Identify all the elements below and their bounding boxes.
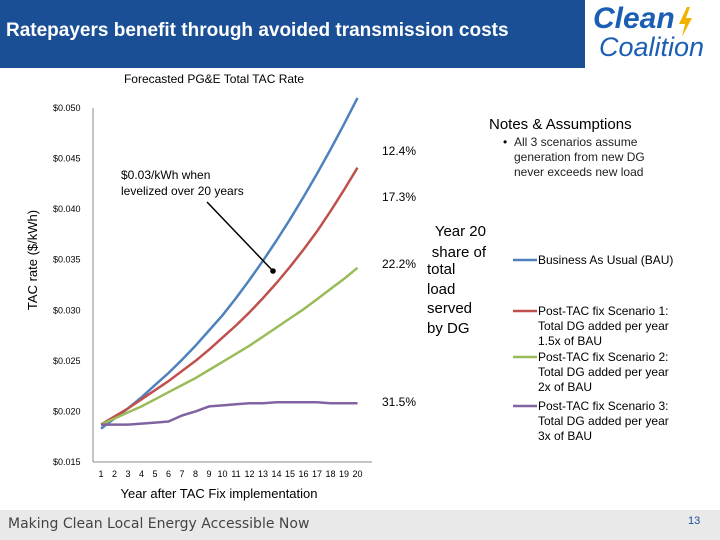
legend-label-s2: 2x of BAU bbox=[538, 380, 592, 394]
note-line: never exceeds new load bbox=[514, 165, 643, 179]
y-tick-labels: $0.050 $0.045 $0.040 $0.035 $0.030 $0.025 $0.0… bbox=[53, 103, 81, 467]
legend-label-s3: 3x of BAU bbox=[538, 429, 592, 443]
x-tick-label: 5 bbox=[152, 469, 157, 479]
footer-tagline: Making Clean Local Energy Accessible Now bbox=[8, 516, 310, 532]
y-tick-label: $0.015 bbox=[53, 457, 81, 467]
y-axis-label: TAC rate ($/kWh) bbox=[25, 210, 40, 310]
x-tick-label: 10 bbox=[217, 469, 227, 479]
x-tick-label: 18 bbox=[325, 469, 335, 479]
share-label-line: Year 20 bbox=[435, 223, 486, 240]
y-tick-label: $0.030 bbox=[53, 305, 81, 315]
share-label-line: served bbox=[427, 300, 472, 317]
logo-text-clean: Clean bbox=[593, 2, 675, 35]
y-tick-label: $0.020 bbox=[53, 406, 81, 416]
x-tick-label: 7 bbox=[179, 469, 184, 479]
notes-assumptions: Notes & Assumptions • All 3 scenarios as… bbox=[489, 116, 645, 179]
notes-title: Notes & Assumptions bbox=[489, 116, 632, 133]
share-label-line: by DG bbox=[427, 320, 470, 337]
x-tick-labels: 1 2 3 4 5 6 7 8 9 10 11 12 13 14 15 16 17 18 19 20 bbox=[98, 469, 362, 479]
share-label: Year 20 share of total load served by DG bbox=[427, 223, 487, 337]
annotation-line-2: levelized over 20 years bbox=[121, 184, 244, 198]
chart-title: Forecasted PG&E Total TAC Rate bbox=[124, 72, 304, 86]
x-tick-label: 12 bbox=[244, 469, 254, 479]
x-tick-label: 11 bbox=[231, 469, 240, 479]
legend-label-s3: Post-TAC fix Scenario 3: bbox=[538, 399, 669, 413]
end-label-s2: 22.2% bbox=[382, 257, 416, 271]
share-label-line: total bbox=[427, 261, 455, 278]
series-line-s1 bbox=[100, 167, 359, 426]
x-tick-label: 13 bbox=[258, 469, 268, 479]
logo-text-coalition: Coalition bbox=[599, 32, 705, 62]
x-tick-label: 8 bbox=[193, 469, 198, 479]
legend-label-bau: Business As Usual (BAU) bbox=[538, 253, 673, 267]
page-title: Ratepayers benefit through avoided trans… bbox=[6, 20, 509, 41]
annotation-line-1: $0.03/kWh when bbox=[121, 168, 210, 182]
footer-bar: Making Clean Local Energy Accessible Now… bbox=[0, 510, 720, 540]
legend-label-s2: Post-TAC fix Scenario 2: bbox=[538, 350, 669, 364]
legend-label-s1: Post-TAC fix Scenario 1: bbox=[538, 304, 669, 318]
end-label-bau: 12.4% bbox=[382, 144, 416, 158]
x-tick-label: 20 bbox=[352, 469, 362, 479]
x-tick-label: 2 bbox=[112, 469, 117, 479]
clean-coalition-logo: Clean Coalition bbox=[585, 0, 720, 68]
x-tick-label: 1 bbox=[98, 469, 103, 479]
end-label-s3: 31.5% bbox=[382, 395, 416, 409]
annotation-arrow bbox=[206, 201, 273, 271]
levelized-annotation: $0.03/kWh when levelized over 20 years bbox=[121, 168, 276, 274]
lightning-bolt-icon bbox=[679, 7, 692, 37]
x-tick-label: 6 bbox=[166, 469, 171, 479]
chart-legend: Business As Usual (BAU) Post-TAC fix Sce… bbox=[513, 253, 673, 443]
y-tick-label: $0.035 bbox=[53, 255, 81, 265]
plot-frame bbox=[92, 108, 372, 463]
series-lines bbox=[100, 97, 359, 430]
legend-label-s2: Total DG added per year bbox=[538, 365, 669, 379]
y-tick-label: $0.050 bbox=[53, 103, 81, 113]
x-tick-label: 9 bbox=[206, 469, 211, 479]
note-line: generation from new DG bbox=[514, 150, 645, 164]
notes-bullet: • bbox=[503, 135, 507, 149]
x-tick-label: 4 bbox=[139, 469, 144, 479]
x-tick-label: 3 bbox=[125, 469, 130, 479]
x-tick-label: 16 bbox=[298, 469, 308, 479]
series-line-bau bbox=[100, 97, 359, 430]
tac-rate-chart: Forecasted PG&E Total TAC Rate $0.050$0.… bbox=[25, 72, 673, 501]
y-tick-label: $0.045 bbox=[53, 154, 81, 164]
legend-label-s1: 1.5x of BAU bbox=[538, 334, 602, 348]
series-line-s3 bbox=[101, 401, 358, 426]
share-label-line: share of bbox=[432, 244, 487, 261]
x-tick-label: 17 bbox=[312, 469, 322, 479]
y-tick-label: $0.040 bbox=[53, 204, 81, 214]
note-line: All 3 scenarios assume bbox=[514, 135, 638, 149]
page-number: 13 bbox=[688, 515, 701, 527]
x-tick-label: 14 bbox=[271, 469, 281, 479]
series-line-s2 bbox=[100, 266, 359, 426]
y-tick-label: $0.025 bbox=[53, 356, 81, 366]
annotation-marker bbox=[270, 268, 276, 274]
end-label-s1: 17.3% bbox=[382, 190, 416, 204]
legend-label-s1: Total DG added per year bbox=[538, 319, 669, 333]
x-axis-label: Year after TAC Fix implementation bbox=[120, 486, 317, 501]
legend-label-s3: Total DG added per year bbox=[538, 414, 669, 428]
x-tick-label: 15 bbox=[285, 469, 295, 479]
share-label-line: load bbox=[427, 281, 455, 298]
x-tick-label: 19 bbox=[339, 469, 349, 479]
